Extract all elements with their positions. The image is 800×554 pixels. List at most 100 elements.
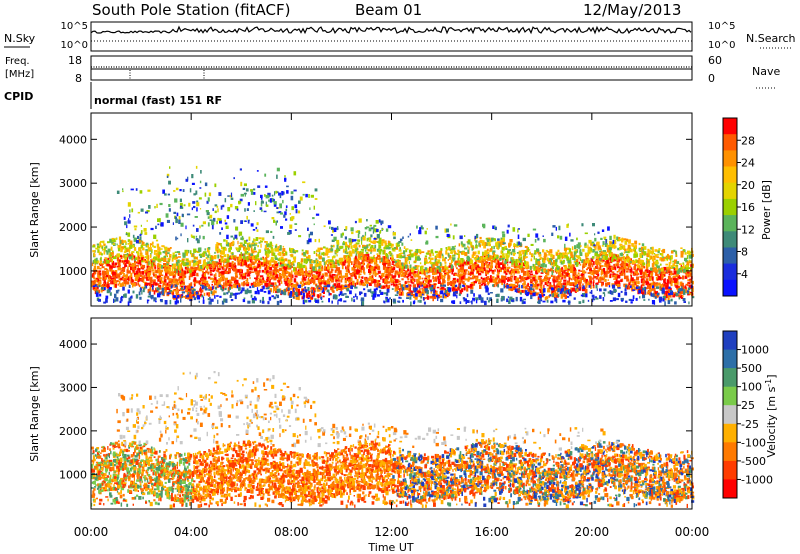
power-cell — [279, 245, 282, 250]
power-cell — [309, 263, 313, 268]
power-cell — [368, 259, 372, 262]
power-cell — [480, 297, 484, 302]
power-cell — [501, 295, 504, 300]
power-cell — [488, 237, 491, 240]
power-cell — [93, 266, 97, 271]
power-cell — [184, 266, 188, 270]
power-cell — [307, 297, 310, 300]
power-cell — [371, 295, 375, 297]
power-cell — [312, 287, 315, 292]
power-cell — [387, 276, 389, 280]
power-cell — [92, 287, 96, 290]
power-cell — [270, 259, 272, 263]
power-cell — [146, 276, 150, 281]
power-cell — [391, 288, 394, 290]
power-cell — [92, 285, 96, 287]
power-cell — [194, 266, 198, 271]
power-cell — [574, 276, 577, 279]
power-cell — [237, 249, 240, 253]
power-cell — [495, 278, 498, 281]
power-cell — [227, 242, 230, 247]
power-cell — [408, 273, 412, 277]
power-cell — [314, 264, 318, 267]
power-cell — [406, 254, 410, 257]
power-cell — [129, 275, 131, 279]
power-cell — [611, 291, 614, 295]
power-cell — [378, 275, 380, 278]
power-cell — [266, 270, 269, 274]
power-cell — [274, 283, 276, 285]
power-cell — [319, 281, 323, 285]
power-cell — [594, 246, 597, 251]
freq-label: Freq. — [5, 56, 30, 67]
power-cell — [570, 269, 574, 273]
power-cell — [476, 265, 480, 268]
power-cell — [292, 249, 295, 253]
power-cell — [113, 299, 116, 303]
power-cell — [170, 291, 174, 294]
power-cell — [176, 268, 178, 274]
power-cell — [490, 257, 492, 262]
power-cell — [121, 246, 124, 250]
power-cell — [221, 246, 224, 250]
power-cell — [542, 249, 545, 253]
power-cell — [359, 251, 363, 256]
power-cell — [379, 260, 382, 264]
power-cell — [523, 289, 526, 293]
power-cell — [218, 264, 221, 268]
power-cell — [215, 244, 219, 249]
power-cell — [594, 276, 596, 279]
power-cell — [441, 253, 444, 257]
power-cell — [196, 272, 199, 276]
power-cell — [245, 272, 248, 275]
power-cell — [313, 276, 317, 279]
power-cell — [292, 291, 295, 296]
power-cell — [251, 255, 255, 260]
power-cell — [196, 295, 200, 300]
power-cell — [206, 268, 209, 271]
power-cell — [252, 248, 254, 252]
power-cell — [547, 280, 550, 284]
power-cell — [378, 248, 380, 252]
power-cell — [156, 287, 160, 291]
power-cell — [589, 280, 593, 284]
power-cell — [510, 275, 513, 278]
power-cell — [346, 265, 350, 270]
power-cell — [414, 253, 418, 256]
nsearch-tick-low: 10^0 — [708, 40, 735, 51]
power-cell — [614, 275, 618, 279]
power-cell — [398, 290, 401, 295]
power-cell — [244, 259, 246, 264]
power-cell — [620, 257, 624, 259]
power-cell — [316, 249, 319, 253]
power-cell — [166, 271, 169, 274]
power-cell — [101, 287, 104, 289]
power-cell — [203, 251, 207, 254]
power-cell — [385, 292, 389, 296]
power-cell — [565, 289, 569, 294]
power-cell — [114, 265, 116, 267]
power-cell — [218, 273, 221, 277]
power-cell — [382, 280, 385, 283]
power-cell — [530, 281, 533, 284]
power-cell — [99, 257, 102, 262]
power-cell — [466, 261, 468, 265]
power-cell — [390, 279, 395, 283]
power-cell — [518, 258, 522, 263]
power-cell — [543, 293, 546, 296]
power-cell — [143, 257, 145, 262]
power-cell — [502, 256, 505, 259]
power-cell — [497, 260, 500, 265]
power-cell — [291, 266, 294, 268]
power-cell — [254, 290, 258, 295]
power-cell — [126, 281, 130, 285]
power-cell — [172, 290, 174, 292]
power-cell — [562, 299, 566, 303]
power-cell — [174, 300, 178, 305]
power-cell — [386, 288, 390, 293]
power-cell — [439, 295, 443, 298]
power-cell — [530, 259, 533, 262]
power-cell — [292, 296, 295, 299]
power-cell — [260, 277, 262, 279]
power-cell — [404, 262, 407, 267]
